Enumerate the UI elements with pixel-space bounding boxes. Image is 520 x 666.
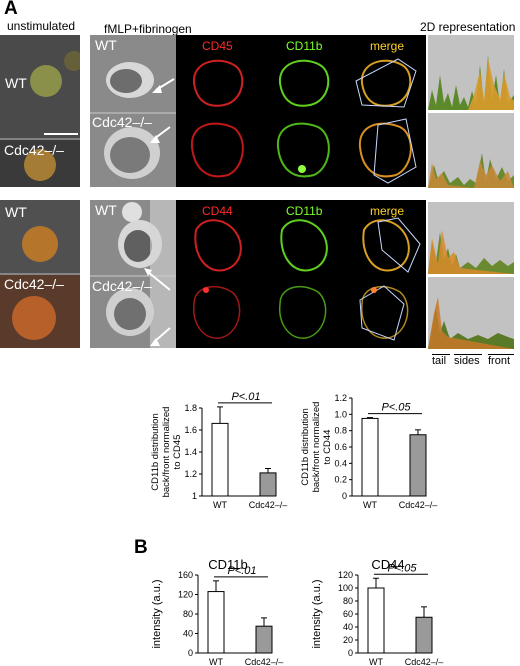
chart-1: CD11b distribution back/front normalized t…	[150, 391, 288, 510]
unstimulated-image-cd44: WT Cdc42–/–	[0, 200, 80, 348]
chart-2: CD11b distribution back/front normalized t…	[300, 393, 438, 510]
y-axis-label: back/front normalized	[161, 407, 172, 498]
y-axis-label: to CD44	[322, 430, 333, 465]
x-tick-label: Cdc42–/–	[399, 500, 438, 510]
x-tick-label: WT	[209, 657, 223, 666]
p-value-annotation: P<.01	[227, 565, 256, 577]
label-cd11b: CD11b	[286, 39, 323, 53]
y-tick-label: 100	[338, 583, 353, 593]
y-tick-label: 1.2	[184, 469, 197, 479]
y-tick-label: 1.6	[184, 425, 197, 435]
header-unstimulated: unstimulated	[7, 19, 76, 33]
y-tick-label: 120	[338, 570, 353, 580]
cd11b-channel-image-2: CD11b	[262, 200, 348, 348]
header-2d-representation: 2D representation	[420, 20, 516, 34]
row-label-wt: WT	[95, 37, 117, 53]
profile-2d-4	[428, 277, 514, 349]
row-label-cdc42: Cdc42–/–	[4, 142, 64, 158]
x-tick-label: Cdc42–/–	[405, 657, 444, 666]
y-tick-label: 1.4	[184, 447, 197, 457]
phase-contrast-cd44: WT Cdc42–/–	[90, 200, 176, 348]
y-tick-label: 0	[348, 648, 353, 658]
phase-contrast-cd45: WT Cdc42–/–	[90, 35, 176, 187]
y-axis-label: to CD45	[172, 435, 183, 470]
p-value-annotation: P<.01	[231, 391, 260, 403]
y-tick-label: 1	[192, 491, 197, 501]
y-tick-label: 0	[188, 648, 193, 658]
y-tick-label: 160	[178, 570, 193, 580]
y-axis-label: intensity (a.u.)	[151, 579, 163, 648]
label-cd45: CD45	[202, 39, 233, 53]
x-tick-label: Cdc42–/–	[249, 500, 288, 510]
merge-image-1: merge	[348, 35, 426, 187]
label-cd11b: CD11b	[286, 204, 323, 218]
unstimulated-image-cd45: WT Cdc42–/–	[0, 35, 80, 187]
panel-b-letter: B	[134, 537, 148, 558]
profile-2d-1	[428, 35, 514, 110]
label-cd44: CD44	[202, 204, 233, 218]
profile-axis-tail: tail	[432, 355, 447, 367]
cd45-channel-image: CD45	[176, 35, 262, 187]
merge-image-2: merge	[348, 200, 426, 348]
bar	[367, 587, 385, 654]
x-tick-label: Cdc42–/–	[245, 657, 284, 666]
chart-title: CD44	[371, 557, 404, 572]
y-tick-label: 0.6	[334, 442, 347, 452]
p-value-annotation: P<.05	[381, 402, 411, 414]
y-tick-label: 0.8	[334, 426, 347, 436]
y-tick-label: 0	[342, 491, 347, 501]
profile-axis-front: front	[488, 355, 511, 367]
y-axis-label: CD11b distribution	[300, 408, 311, 485]
chart-title: CD11b	[208, 557, 248, 572]
bar	[207, 591, 225, 654]
bar	[255, 625, 273, 654]
y-tick-label: 1.2	[334, 393, 347, 403]
row-label-cdc42: Cdc42–/–	[92, 278, 152, 294]
label-merge: merge	[370, 204, 405, 218]
x-tick-label: WT	[369, 657, 383, 666]
y-axis-label: CD11b distribution	[150, 413, 161, 490]
y-tick-label: 0.4	[334, 458, 347, 468]
y-tick-label: 40	[343, 622, 353, 632]
profile-2d-2	[428, 113, 514, 188]
row-label-wt: WT	[5, 75, 27, 91]
profile-2d-3	[428, 202, 514, 274]
bar	[415, 616, 433, 654]
bar	[361, 417, 379, 497]
chart-3: CD11b intensity (a.u.) 0 40 80 120 160 WT Cdc42–…	[151, 557, 284, 666]
y-tick-label: 40	[183, 629, 193, 639]
y-tick-label: 120	[178, 590, 193, 600]
row-label-wt: WT	[5, 204, 27, 220]
y-tick-label: 0.2	[334, 475, 347, 485]
cd11b-channel-image-1: CD11b	[262, 35, 348, 187]
bar	[211, 422, 229, 497]
panel-a-letter: A	[4, 0, 18, 19]
y-tick-label: 60	[343, 609, 353, 619]
y-tick-label: 80	[183, 609, 193, 619]
label-merge: merge	[370, 39, 405, 53]
x-tick-label: WT	[213, 500, 227, 510]
y-tick-label: 1.0	[334, 409, 347, 419]
row-label-cdc42: Cdc42–/–	[92, 114, 152, 130]
header-fmlp-fibrinogen: fMLP+fibrinogen	[104, 22, 192, 36]
bar	[259, 472, 277, 497]
x-tick-label: WT	[363, 500, 377, 510]
row-label-cdc42: Cdc42–/–	[4, 276, 64, 292]
chart-4: CD44 intensity (a.u.) 0 20 40 60 80 100 120 WT Cdc…	[311, 557, 444, 666]
bar	[409, 434, 427, 497]
y-axis-label: back/front normalized	[311, 402, 322, 493]
y-tick-label: 1.8	[184, 403, 197, 413]
cd44-channel-image: CD44	[176, 200, 262, 348]
y-axis-label: intensity (a.u.)	[311, 579, 323, 648]
p-value-annotation: P<.05	[387, 562, 417, 574]
row-label-wt: WT	[95, 202, 117, 218]
y-tick-label: 80	[343, 596, 353, 606]
y-tick-label: 20	[343, 635, 353, 645]
profile-axis-sides: sides	[454, 355, 480, 367]
